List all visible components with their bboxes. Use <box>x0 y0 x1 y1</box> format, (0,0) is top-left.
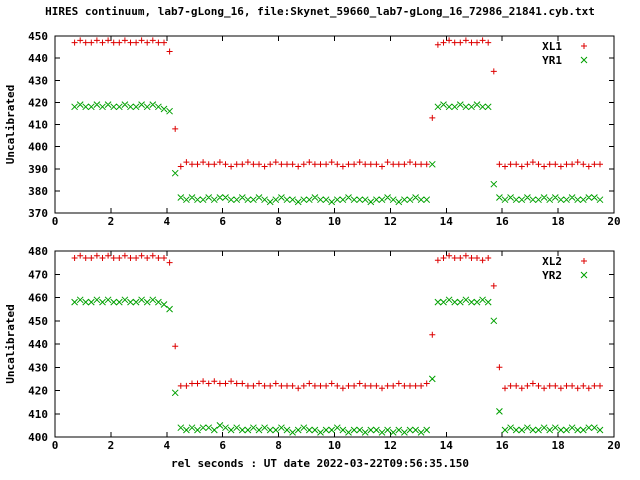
x-tick-label: 10 <box>328 215 341 228</box>
x-tick-label: 8 <box>275 215 282 228</box>
x-tick-label: 20 <box>607 439 620 452</box>
legend-marker-YR1 <box>580 56 588 64</box>
y-tick-label: 460 <box>28 292 48 305</box>
y-tick-label: 470 <box>28 268 48 281</box>
x-tick-label: 14 <box>440 215 454 228</box>
x-tick-label: 12 <box>384 215 397 228</box>
series-YR2 <box>71 296 604 436</box>
x-tick-label: 14 <box>440 439 454 452</box>
x-tick-label: 20 <box>607 215 620 228</box>
x-tick-label: 0 <box>52 215 59 228</box>
x-tick-label: 16 <box>496 439 510 452</box>
panel-bottom: 0 2 4 6 8 10 12 14 16 18 20 400 410 420 430 440 450 460 47… <box>4 245 621 452</box>
y-tick-label: 370 <box>28 207 48 220</box>
x-tick-label: 4 <box>163 215 170 228</box>
series-YR1 <box>71 101 604 206</box>
y-tick-label: 410 <box>28 119 48 132</box>
x-tick-label: 8 <box>275 439 282 452</box>
y-tick-label: 480 <box>28 245 48 258</box>
legend-label-YR1: YR1 <box>542 54 562 67</box>
legend-marker-XL1 <box>581 43 587 49</box>
x-tick-label: 18 <box>551 215 564 228</box>
y-tick-label: 430 <box>28 74 48 87</box>
y-tick-label: 380 <box>28 185 48 198</box>
x-tick-label: 6 <box>219 439 226 452</box>
x-tick-label: 2 <box>108 215 115 228</box>
x-tick-label: 4 <box>163 439 170 452</box>
y-tick-label: 420 <box>28 385 48 398</box>
y-axis-title: Uncalibrated <box>4 85 17 164</box>
y-tick-label: 440 <box>28 52 48 65</box>
legend-label-XL2: XL2 <box>542 255 562 268</box>
legend-marker-YR2 <box>580 271 588 279</box>
panel-top: 0 2 4 6 8 10 12 14 16 18 20 370 380 390 400 410 420 430 44… <box>4 30 621 228</box>
x-axis-title: rel seconds : UT date 2022-03-22T09:56:3… <box>170 457 469 470</box>
x-tick-label: 16 <box>496 215 510 228</box>
y-tick-label: 400 <box>28 141 48 154</box>
x-tick-label: 12 <box>384 439 397 452</box>
x-tick-label: 0 <box>52 439 59 452</box>
y-tick-label: 400 <box>28 431 48 444</box>
plot-frame <box>54 250 615 438</box>
y-tick-label: 430 <box>28 361 48 374</box>
y-tick-label: 450 <box>28 315 48 328</box>
legend-label-XL1: XL1 <box>542 40 562 53</box>
figure-title: HIRES continuum, lab7-gLong_16, file:Sky… <box>45 5 595 18</box>
y-tick-label: 410 <box>28 408 48 421</box>
plot-frame <box>54 35 615 214</box>
legend-marker-XL2 <box>581 258 587 264</box>
y-tick-label: 450 <box>28 30 48 43</box>
y-axis-title: Uncalibrated <box>4 304 17 383</box>
y-tick-label: 420 <box>28 96 48 109</box>
x-tick-label: 18 <box>551 439 564 452</box>
x-tick-label: 10 <box>328 439 341 452</box>
legend-label-YR2: YR2 <box>542 269 562 282</box>
y-tick-label: 440 <box>28 338 48 351</box>
series-XL1 <box>71 37 603 170</box>
x-tick-label: 6 <box>219 215 226 228</box>
x-tick-label: 2 <box>108 439 115 452</box>
series-XL2 <box>71 252 603 392</box>
y-tick-label: 390 <box>28 163 48 176</box>
